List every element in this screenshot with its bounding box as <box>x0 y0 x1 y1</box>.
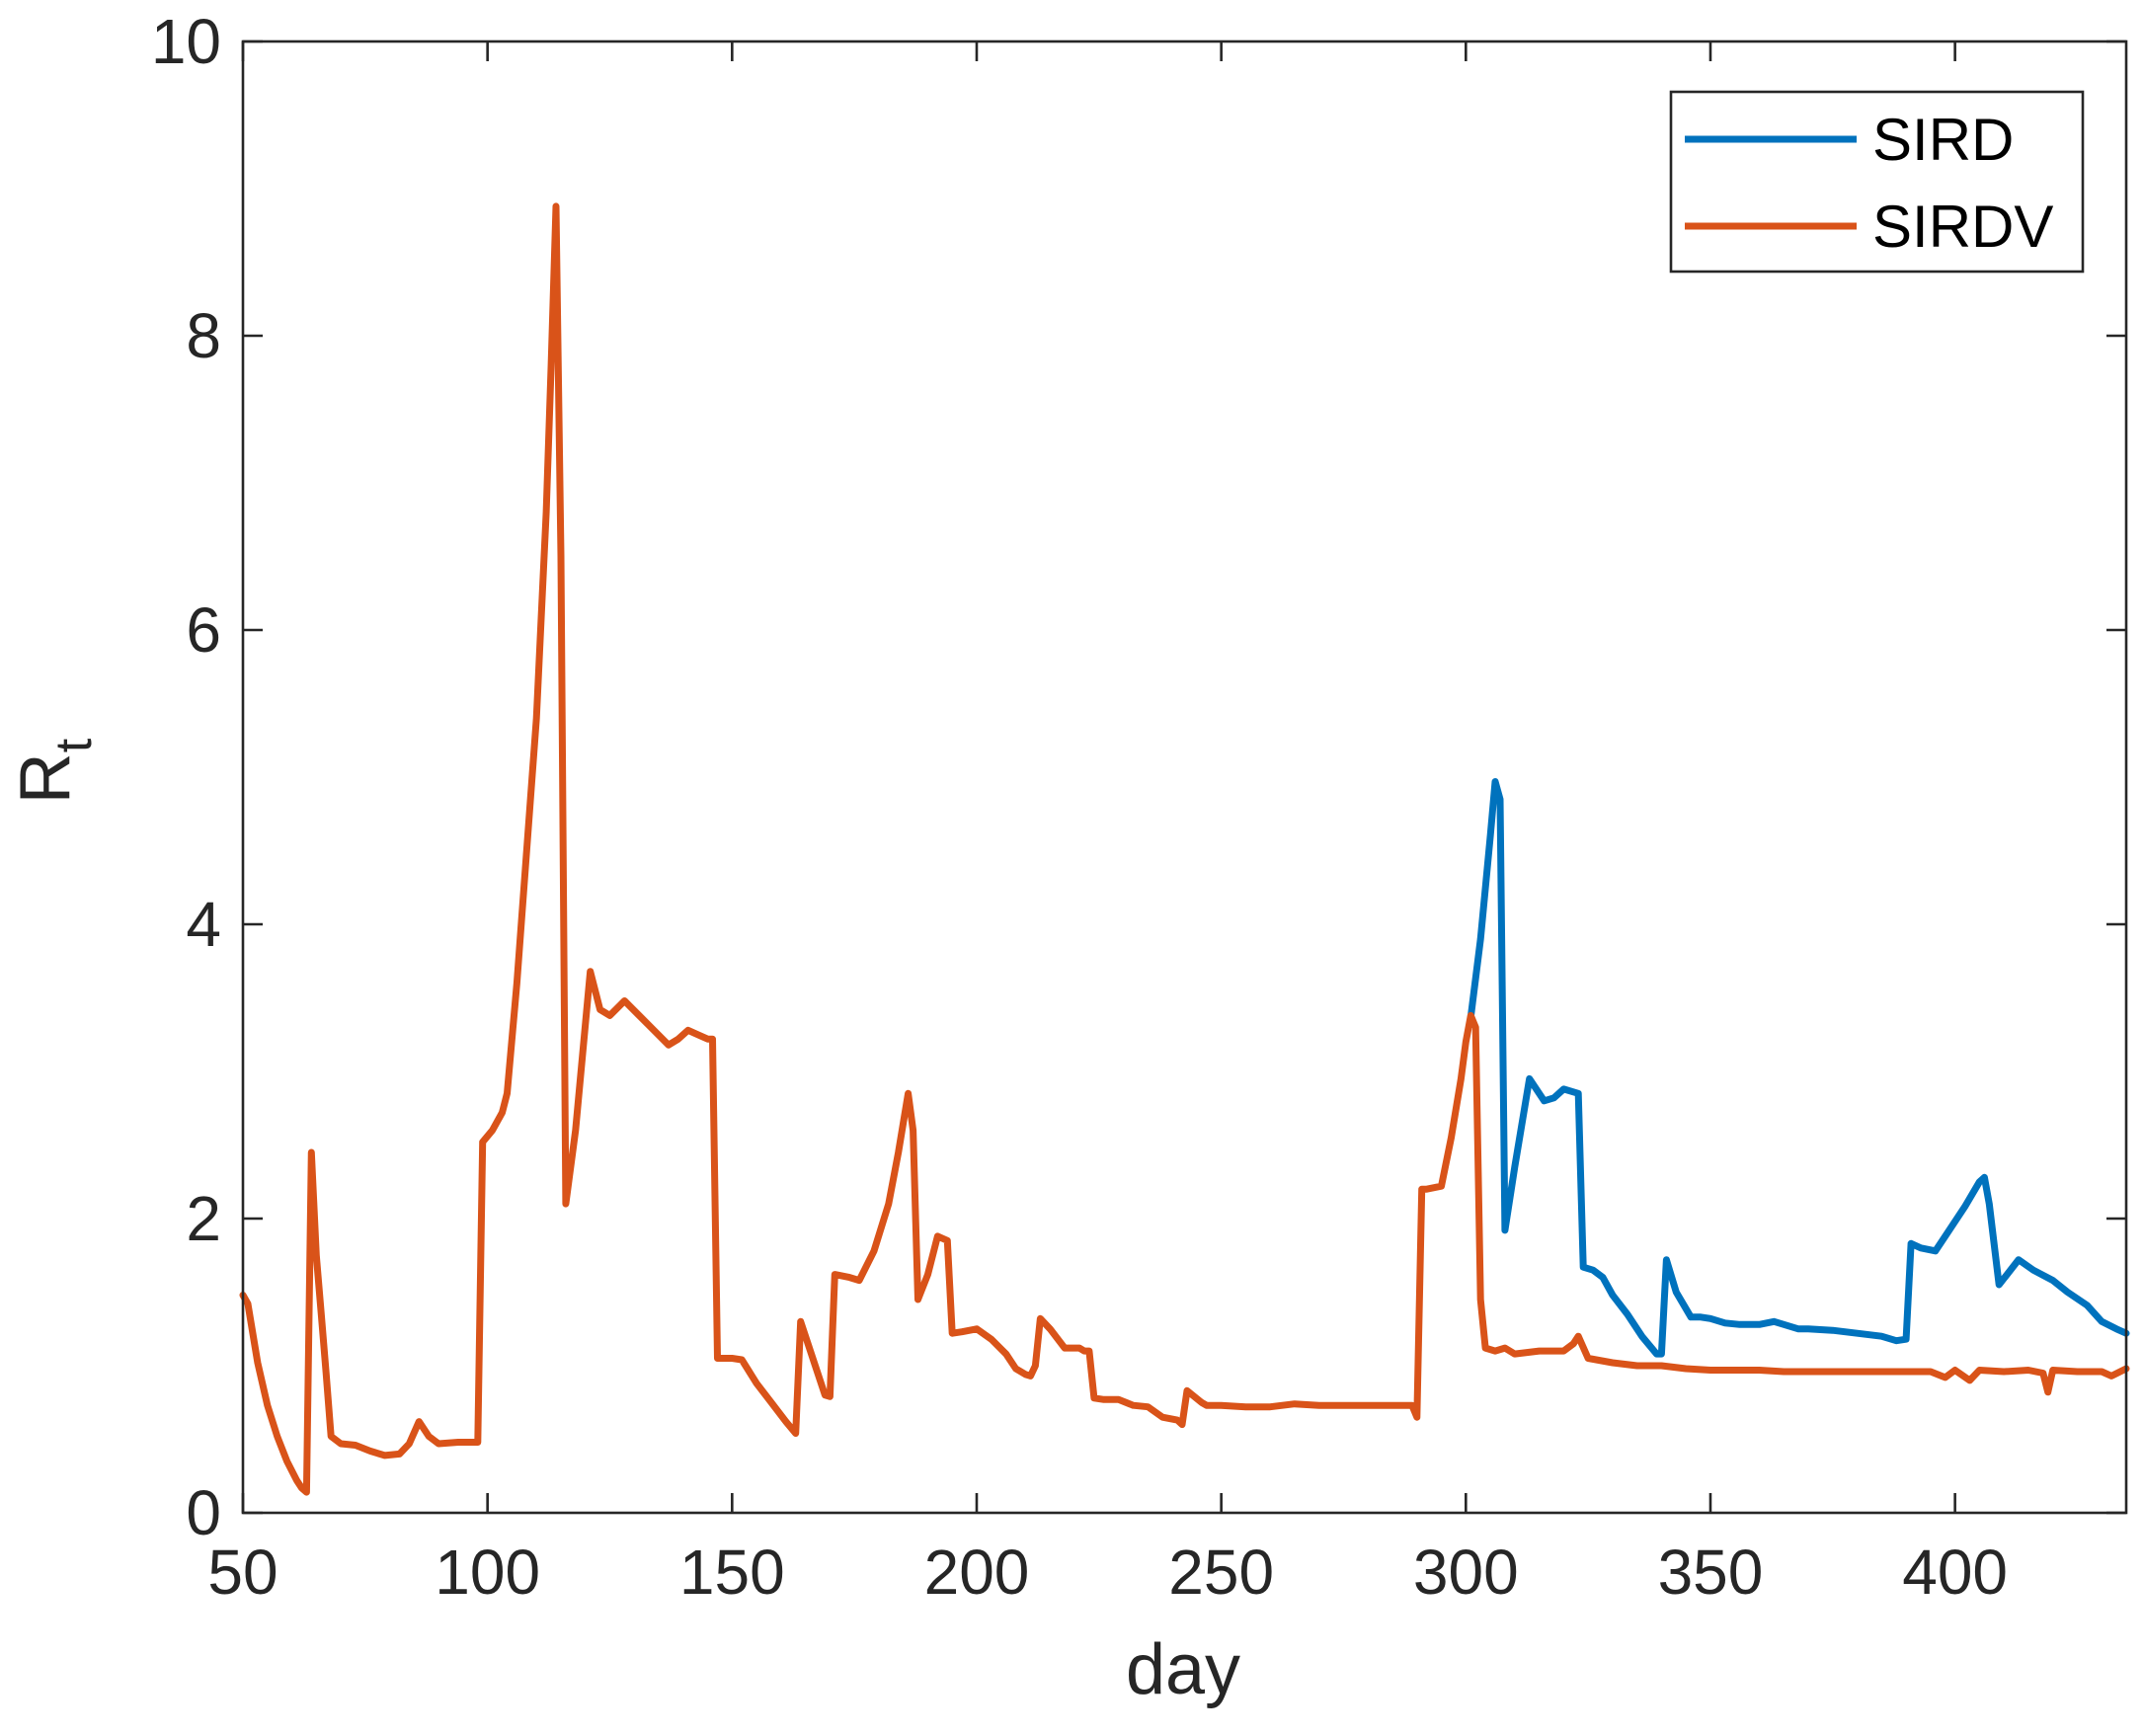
x-axis-title: day <box>1126 1630 1240 1709</box>
legend: SIRD SIRDV <box>1669 90 2085 274</box>
y-tick-label: 6 <box>186 594 221 666</box>
y-tick-label: 0 <box>186 1477 221 1548</box>
series-line-sirdv <box>239 202 2130 1496</box>
series-layer <box>239 202 2130 1496</box>
legend-label-sird: SIRD <box>1872 107 2014 173</box>
y-axis-title: Rt <box>6 738 103 804</box>
ticks-layer: 50 100 150 200 250 300 350 400 0 2 4 6 8 10 <box>151 6 2126 1608</box>
x-tick-label: 300 <box>1413 1537 1519 1608</box>
x-tick-label: 50 <box>207 1537 278 1608</box>
axes-layer <box>241 39 2128 1515</box>
x-tick-label: 350 <box>1658 1537 1764 1608</box>
x-tick-label: 150 <box>679 1537 785 1608</box>
y-axis-title-main: R <box>6 752 85 804</box>
y-tick-label: 8 <box>186 300 221 371</box>
x-tick-label: 250 <box>1168 1537 1274 1608</box>
legend-label-sirdv: SIRDV <box>1872 194 2053 260</box>
legend-box <box>1669 90 2085 274</box>
y-tick-label: 2 <box>186 1183 221 1254</box>
y-axis-title-subscript: t <box>45 738 103 752</box>
y-tick-label: 10 <box>151 6 221 77</box>
y-tick-label: 4 <box>186 889 221 960</box>
series-line-sird <box>1467 778 2130 1358</box>
axes-box <box>241 39 2128 1515</box>
x-tick-label: 200 <box>924 1537 1030 1608</box>
x-tick-label: 400 <box>1902 1537 2008 1608</box>
x-tick-label: 100 <box>435 1537 540 1608</box>
